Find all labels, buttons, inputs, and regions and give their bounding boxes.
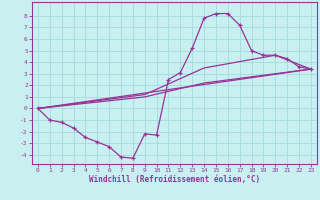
X-axis label: Windchill (Refroidissement éolien,°C): Windchill (Refroidissement éolien,°C) <box>89 175 260 184</box>
